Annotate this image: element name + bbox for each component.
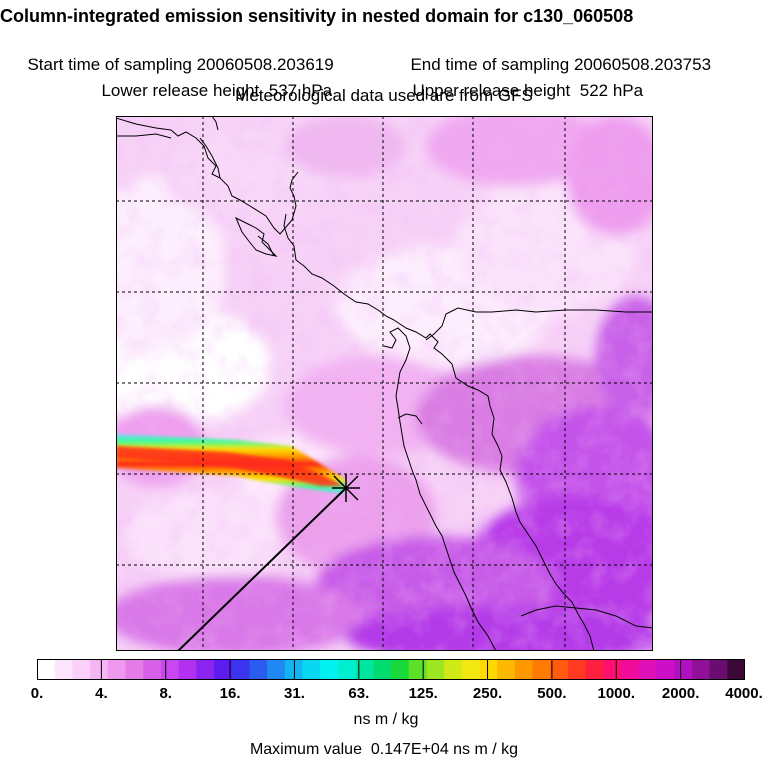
colorbar xyxy=(37,659,746,680)
colorbar-swatch xyxy=(37,659,56,680)
colorbar-swatch xyxy=(603,659,622,680)
colorbar-swatch xyxy=(709,659,728,680)
colorbar-tick-label: 16. xyxy=(219,685,241,702)
colorbar-tick-label: 8. xyxy=(159,685,172,702)
start-time: Start time of sampling 20060508.203619 xyxy=(18,35,334,75)
colorbar-swatch xyxy=(196,659,215,680)
colorbar-swatch xyxy=(231,659,250,680)
colorbar-tick-label: 31. xyxy=(284,685,305,702)
colorbar-swatch xyxy=(674,659,693,680)
colorbar-swatch xyxy=(391,659,410,680)
lower-release-label: Lower release height xyxy=(101,81,260,100)
colorbar-tick-label: 0. xyxy=(30,685,44,702)
colorbar-swatch xyxy=(444,659,463,680)
maximum-value: Maximum value 0.147E+04 ns m / kg xyxy=(0,741,768,759)
colorbar-swatch xyxy=(408,659,427,680)
colorbar-tick-label: 1000. xyxy=(597,685,636,702)
colorbar-svg xyxy=(37,659,746,680)
lower-release-value: 537 hPa xyxy=(268,81,333,100)
colorbar-frame xyxy=(37,659,745,680)
colorbar-tick-label: 4000. xyxy=(725,685,763,702)
max-label: Maximum value xyxy=(249,741,362,758)
colorbar-swatch xyxy=(656,659,675,680)
colorbar-swatch xyxy=(621,659,640,680)
colorbar-tick-label: 63. xyxy=(348,685,370,702)
release-point-marker xyxy=(332,474,360,502)
colorbar-swatch xyxy=(426,659,445,680)
colorbar-swatch xyxy=(497,659,516,680)
colorbar-tick-label: 2000. xyxy=(661,685,700,702)
colorbar-swatch xyxy=(514,659,534,680)
upper-release-height: Upper release height 522 hPa xyxy=(403,61,643,101)
end-time-label: End time of sampling xyxy=(410,55,570,74)
colorbar-swatch xyxy=(143,659,162,680)
map-frame xyxy=(116,116,653,651)
met-data-line: Meteorological data used are from GFS xyxy=(235,86,533,105)
colorbar-tick-label: 500. xyxy=(537,685,567,702)
colorbar-swatch xyxy=(302,659,321,680)
trajectory-line xyxy=(177,487,347,651)
colorbar-swatch xyxy=(479,659,498,680)
lat-lon-grid xyxy=(116,116,653,651)
lower-release-height: Lower release height 537 hPa xyxy=(92,61,332,101)
colorbar-swatch xyxy=(320,659,339,680)
colorbar-swatch xyxy=(214,659,233,680)
colorbar-swatch xyxy=(550,659,569,680)
field-texture xyxy=(116,116,653,651)
colorbar-swatch xyxy=(249,659,268,680)
colorbar-swatch xyxy=(125,659,144,680)
colorbar-units: ns m / kg xyxy=(353,711,419,728)
colorbar-swatch xyxy=(107,659,127,680)
start-time-label: Start time of sampling xyxy=(27,55,192,74)
upper-release-label: Upper release height xyxy=(412,81,571,100)
max-number: 0.147E+04 ns m / kg xyxy=(370,741,519,758)
colorbar-swatch xyxy=(267,659,286,680)
colorbar-swatch xyxy=(638,659,658,680)
emission-plume xyxy=(116,434,346,494)
colorbar-swatch xyxy=(284,659,304,680)
colorbar-tick-label: 125. xyxy=(408,685,438,702)
colorbar-tick-label: 250. xyxy=(472,685,503,702)
colorbar-swatch xyxy=(72,659,91,680)
start-time-value: 20060508.203619 xyxy=(196,55,334,74)
colorbar-swatch xyxy=(461,659,481,680)
colorbar-swatch xyxy=(178,659,197,680)
colorbar-swatch xyxy=(90,659,109,680)
colorbar-swatch xyxy=(54,659,73,680)
colorbar-swatch xyxy=(691,659,711,680)
plot-title: Column-integrated emission sensitivity i… xyxy=(0,6,634,26)
coastline xyxy=(116,116,653,651)
end-time-value: 20060508.203753 xyxy=(573,55,712,74)
colorbar-swatch xyxy=(727,659,746,680)
colorbar-swatch xyxy=(355,659,374,680)
colorbar-tick-label: 4. xyxy=(95,685,108,702)
colorbar-swatch xyxy=(568,659,587,680)
upper-release-value: 522 hPa xyxy=(579,81,644,100)
sensitivity-map xyxy=(116,116,653,651)
colorbar-swatch xyxy=(532,659,551,680)
end-time: End time of sampling 20060508.203753 xyxy=(401,35,711,75)
colorbar-swatch xyxy=(337,659,357,680)
colorbar-swatch xyxy=(585,659,604,680)
colorbar-swatch xyxy=(373,659,392,680)
colorbar-swatch xyxy=(160,659,180,680)
